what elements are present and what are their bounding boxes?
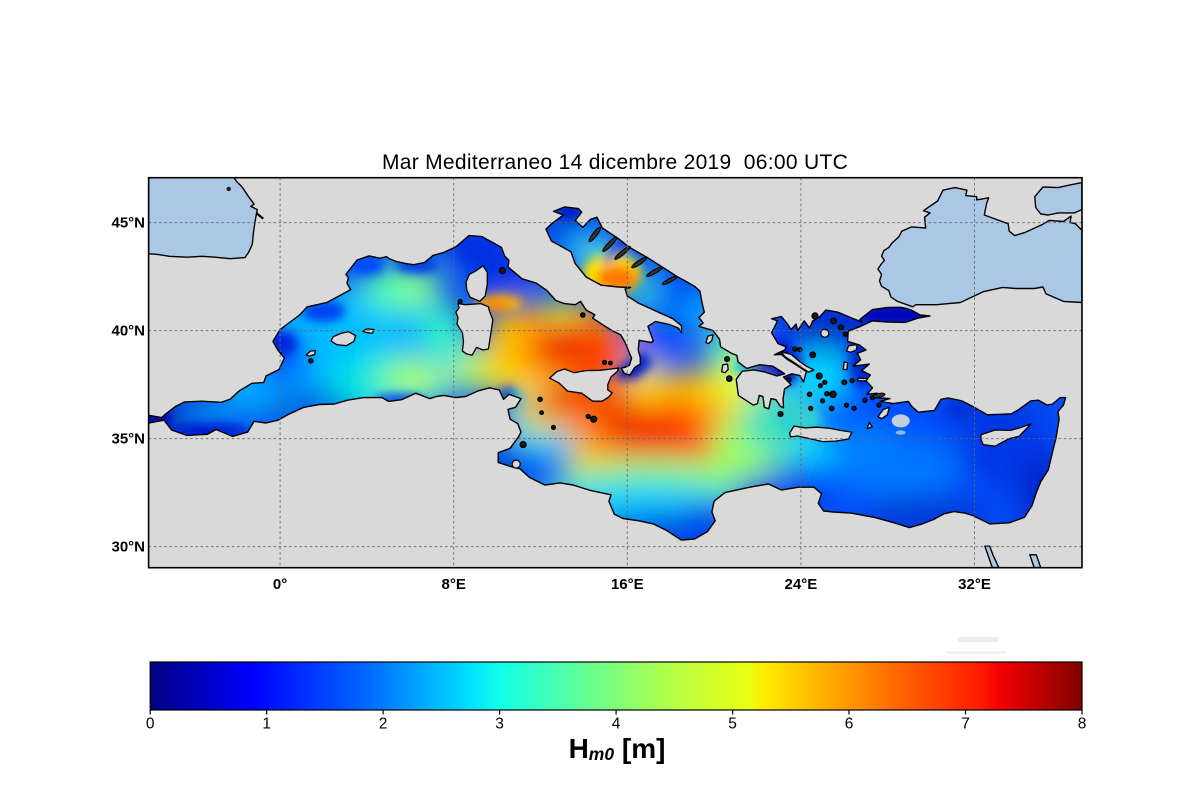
svg-text:7: 7 (961, 716, 970, 733)
svg-text:35°N: 35°N (111, 431, 145, 448)
svg-text:Mar Mediterraneo 14 dicembre 2: Mar Mediterraneo 14 dicembre 2019 06:00 … (382, 151, 848, 174)
svg-text:4: 4 (612, 716, 621, 733)
svg-text:32°E: 32°E (958, 576, 991, 593)
svg-text:1: 1 (262, 716, 271, 733)
svg-text:3: 3 (495, 716, 504, 733)
svg-text:16°E: 16°E (611, 576, 644, 593)
svg-text:45°N: 45°N (111, 215, 145, 232)
svg-text:8°E: 8°E (442, 576, 466, 593)
svg-text:Hm0 [m]: Hm0 [m] (569, 733, 666, 764)
svg-text:0°: 0° (273, 576, 287, 593)
svg-text:40°N: 40°N (111, 323, 145, 340)
svg-text:6: 6 (845, 716, 854, 733)
svg-text:8: 8 (1078, 716, 1087, 733)
svg-text:24°E: 24°E (785, 576, 818, 593)
svg-text:30°N: 30°N (111, 539, 145, 556)
svg-text:0: 0 (146, 716, 155, 733)
svg-text:5: 5 (728, 716, 737, 733)
svg-text:2: 2 (379, 716, 388, 733)
